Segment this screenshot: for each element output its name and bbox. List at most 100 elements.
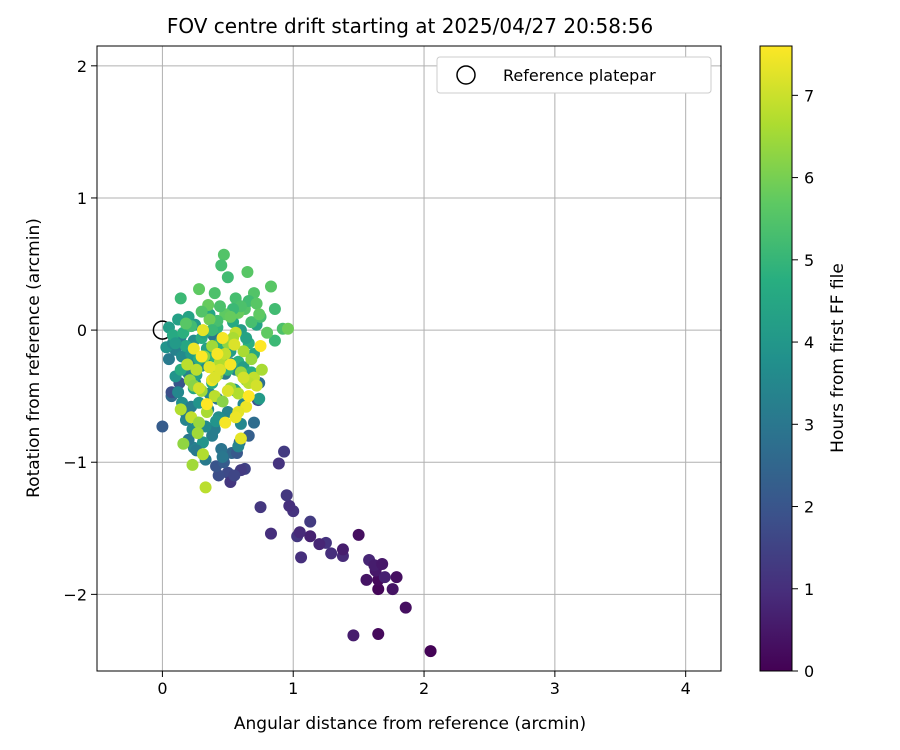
data-point: [208, 371, 221, 384]
y-axis-label: Rotation from reference (arcmin): [24, 218, 44, 498]
data-point: [196, 448, 209, 461]
data-point: [250, 379, 263, 392]
data-point: [232, 387, 245, 400]
data-point: [169, 337, 182, 350]
data-point: [199, 481, 212, 494]
data-point: [216, 450, 229, 463]
data-point: [272, 457, 285, 470]
data-point: [228, 338, 241, 351]
colorbar-tick-label: 0: [804, 662, 814, 681]
colorbar-label: Hours from first FF file: [828, 263, 848, 453]
legend: Reference platepar: [436, 56, 712, 94]
data-point: [280, 489, 293, 502]
colorbar-tick-label: 1: [804, 580, 814, 599]
data-point: [212, 469, 225, 482]
data-point: [372, 583, 385, 596]
data-point: [278, 445, 291, 458]
data-point: [208, 287, 221, 300]
data-point: [203, 313, 216, 326]
data-point: [211, 347, 224, 360]
data-point: [253, 308, 266, 321]
data-point: [213, 300, 226, 313]
plot-area: 0 1 2 3 4 −2 −1 0 1 2: [63, 45, 722, 698]
data-point: [424, 645, 437, 658]
data-point: [193, 382, 206, 395]
data-point: [313, 538, 326, 551]
data-point: [268, 302, 281, 315]
data-point: [336, 543, 349, 556]
legend-reference-marker: [456, 65, 476, 85]
data-point: [283, 499, 296, 512]
data-point: [325, 547, 338, 560]
data-point: [254, 339, 267, 352]
x-tick-label: 2: [419, 679, 429, 698]
data-point: [206, 324, 219, 337]
data-point: [254, 501, 267, 514]
data-point: [186, 458, 199, 471]
data-point: [360, 573, 373, 586]
colorbar-tick-label: 7: [804, 86, 814, 105]
data-point: [234, 432, 247, 445]
data-point: [221, 271, 234, 284]
data-point: [193, 416, 206, 429]
data-point: [386, 583, 399, 596]
data-point: [347, 629, 360, 642]
data-point: [228, 469, 241, 482]
y-tick-label: 1: [77, 189, 87, 208]
data-point: [399, 601, 412, 614]
colorbar-gradient: [759, 45, 793, 672]
data-point: [221, 384, 234, 397]
data-point: [237, 345, 250, 358]
data-point: [240, 332, 253, 345]
colorbar: 0 1 2 3 4 5 6 7: [759, 45, 814, 681]
data-point: [187, 342, 200, 355]
y-tick-label: −1: [63, 453, 87, 472]
y-tick-label: −2: [63, 585, 87, 604]
data-point: [172, 386, 185, 399]
data-point: [352, 528, 365, 541]
data-point: [191, 427, 204, 440]
colorbar-tick-label: 2: [804, 498, 814, 517]
data-point: [217, 248, 230, 261]
data-point: [250, 297, 263, 310]
data-point: [196, 324, 209, 337]
data-point: [245, 316, 258, 329]
data-point: [242, 390, 255, 403]
data-point: [179, 317, 192, 330]
data-point: [390, 571, 403, 584]
data-point: [216, 332, 229, 345]
data-point: [247, 416, 260, 429]
x-tick-label: 4: [681, 679, 691, 698]
data-point: [195, 305, 208, 318]
colorbar-tick-label: 3: [804, 415, 814, 434]
data-point: [304, 530, 317, 543]
data-point: [264, 527, 277, 540]
data-point: [264, 280, 277, 293]
x-tick-label: 1: [288, 679, 298, 698]
data-point: [162, 353, 175, 366]
x-tick-label: 3: [550, 679, 560, 698]
data-point: [181, 358, 194, 371]
colorbar-tick-label: 5: [804, 251, 814, 270]
data-point: [261, 326, 274, 339]
legend-reference-label: Reference platepar: [503, 66, 656, 85]
plot-frame: [96, 45, 722, 672]
data-point: [376, 557, 389, 570]
chart-title: FOV centre drift starting at 2025/04/27 …: [167, 14, 653, 38]
data-point: [210, 415, 223, 428]
data-point: [177, 326, 190, 339]
data-point: [224, 358, 237, 371]
data-point: [293, 526, 306, 539]
data-point: [193, 283, 206, 296]
data-point: [372, 628, 385, 641]
data-point: [195, 350, 208, 363]
data-point: [203, 361, 216, 374]
data-point: [224, 310, 237, 323]
legend-box: [436, 56, 712, 94]
data-point: [216, 395, 229, 408]
data-point: [174, 403, 187, 416]
y-tick-label: 2: [77, 57, 87, 76]
data-point: [219, 416, 232, 429]
data-point: [200, 398, 213, 411]
